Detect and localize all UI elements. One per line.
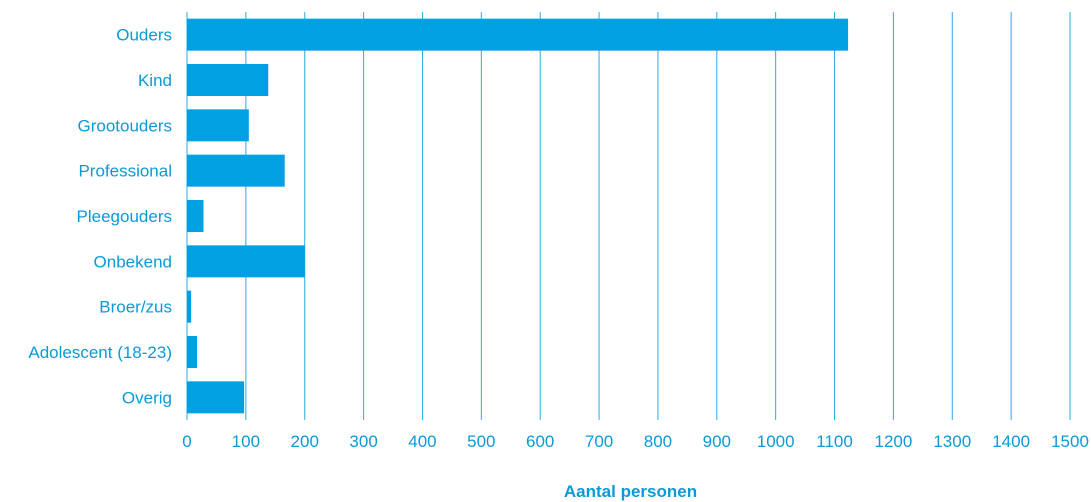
bar	[187, 109, 249, 142]
category-label: Grootouders	[78, 116, 173, 135]
category-label: Kind	[138, 71, 172, 90]
x-tick-label: 700	[585, 432, 613, 451]
bar	[187, 64, 269, 96]
x-axis-title: Aantal personen	[564, 482, 697, 501]
x-tick-label: 1500	[1051, 432, 1089, 451]
bar	[187, 154, 285, 187]
category-label: Onbekend	[94, 252, 172, 271]
bar	[187, 245, 305, 278]
x-tick-label: 1300	[933, 432, 971, 451]
category-label: Broer/zus	[99, 298, 172, 317]
x-tick-label: 100	[232, 432, 260, 451]
category-labels: Ouders Kind Grootouders Professional Pleegou…	[28, 26, 172, 408]
bar	[187, 290, 192, 323]
x-tick-label: 200	[291, 432, 319, 451]
category-label: Professional	[78, 162, 172, 181]
bar	[187, 18, 849, 51]
x-tick-label: 0	[182, 432, 191, 451]
x-tick-label: 1200	[874, 432, 912, 451]
x-tick-label: 1100	[816, 432, 853, 451]
bar	[187, 200, 204, 232]
category-label: Ouders	[116, 26, 172, 45]
bars	[187, 18, 849, 414]
x-tick-label: 1400	[992, 432, 1030, 451]
grid-lines	[186, 12, 1071, 420]
x-tick-label: 300	[349, 432, 377, 451]
x-tick-label: 800	[644, 432, 672, 451]
x-tick-label: 900	[703, 432, 731, 451]
category-label: Adolescent (18-23)	[28, 343, 172, 362]
x-tick-label: 600	[526, 432, 554, 451]
category-label: Overig	[122, 388, 172, 407]
x-tick-label: 1000	[757, 432, 795, 451]
category-label: Pleegouders	[77, 207, 172, 226]
bar	[187, 381, 245, 414]
tick-labels: 0 100 200 300 400 500 600 700 800 900 1000 1100 1200…	[182, 432, 1089, 451]
x-tick-label: 400	[408, 432, 436, 451]
bar	[187, 336, 198, 368]
x-tick-label: 500	[467, 432, 495, 451]
